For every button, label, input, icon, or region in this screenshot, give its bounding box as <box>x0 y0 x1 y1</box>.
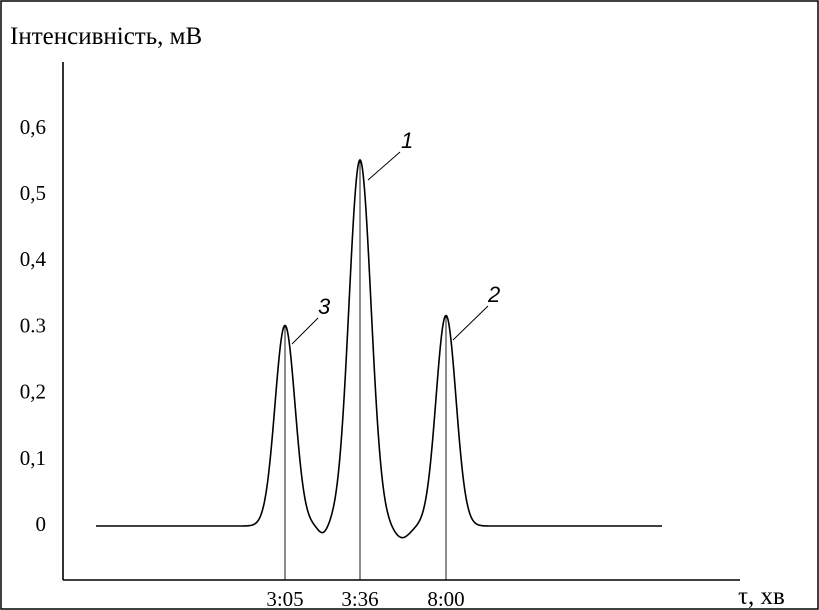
peak-leader-line <box>291 317 319 345</box>
y-tick-labels: 0 0,1 0,2 0.3 0,4 0,5 0,6 <box>20 115 47 536</box>
y-tick-label: 0,4 <box>20 247 47 271</box>
peak-number-labels: 3 1 2 <box>318 128 500 319</box>
peak-leader-line <box>367 151 401 181</box>
y-tick-label: 0,1 <box>20 446 46 470</box>
y-tick-label: 0,2 <box>20 380 46 404</box>
y-axis-title: Інтенсивність, мВ <box>10 23 202 50</box>
peak-leader-line <box>452 305 489 341</box>
y-tick-label: 0,5 <box>20 181 46 205</box>
y-tick-label: 0 <box>36 512 47 536</box>
peak-number-label: 1 <box>401 128 413 153</box>
peak-leader-lines <box>291 151 489 345</box>
x-tick-label: 8:00 <box>427 587 464 610</box>
peak-number-label: 3 <box>318 294 331 319</box>
peak-retention-lines <box>284 159 447 580</box>
peak-number-label: 2 <box>487 282 500 307</box>
y-tick-label: 0.3 <box>20 313 46 337</box>
x-tick-label: 3:36 <box>341 587 378 610</box>
y-tick-label: 0,6 <box>20 115 46 139</box>
chromatogram-curve <box>95 159 663 539</box>
x-tick-labels: 3:05 3:36 8:00 <box>266 587 464 610</box>
x-axis-title: τ, хв <box>738 583 785 610</box>
x-tick-label: 3:05 <box>266 587 303 610</box>
